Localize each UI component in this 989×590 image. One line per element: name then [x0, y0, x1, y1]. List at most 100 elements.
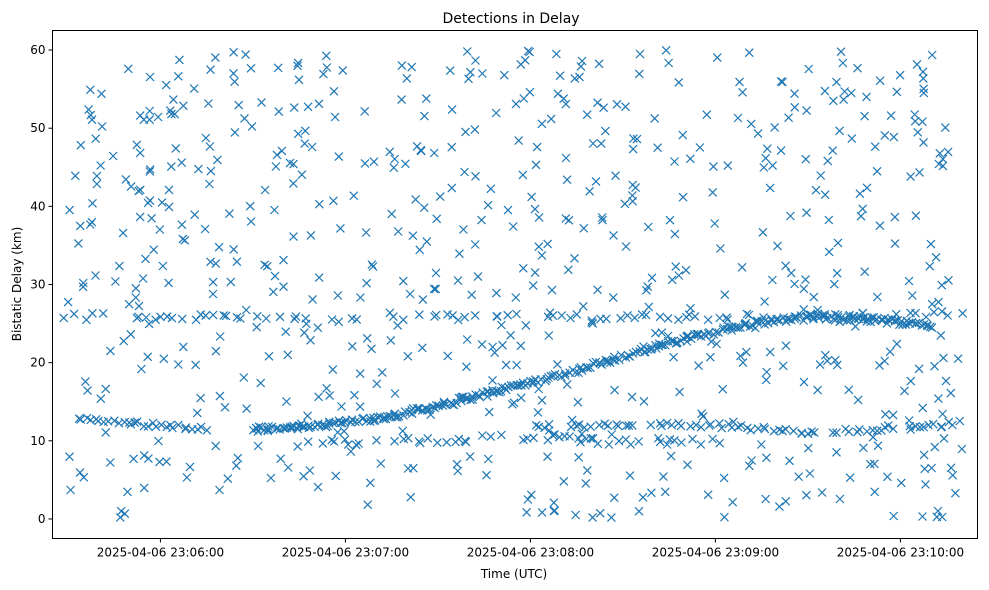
data-point	[333, 427, 343, 437]
data-point	[411, 194, 421, 204]
data-point	[321, 422, 331, 432]
data-point	[571, 510, 581, 520]
y-tick-label: 40	[30, 199, 45, 213]
data-point	[166, 162, 176, 172]
data-point	[177, 220, 187, 230]
data-point	[888, 410, 898, 420]
data-point	[340, 435, 350, 445]
data-point	[647, 273, 657, 283]
data-point	[408, 231, 418, 241]
data-point	[577, 365, 587, 375]
data-point	[685, 154, 695, 164]
data-point	[283, 350, 293, 360]
data-point	[708, 434, 718, 444]
data-point	[638, 492, 648, 502]
data-point	[260, 185, 270, 195]
data-point	[950, 488, 960, 498]
data-point	[349, 191, 359, 201]
data-point	[616, 313, 626, 323]
data-point	[895, 70, 905, 80]
data-point	[398, 426, 408, 436]
data-point	[628, 349, 638, 358]
data-point	[145, 196, 155, 206]
data-point	[387, 209, 397, 219]
data-point	[123, 64, 133, 74]
data-point	[655, 418, 665, 428]
data-point	[361, 228, 371, 237]
data-point	[828, 146, 838, 156]
data-point	[136, 364, 146, 374]
data-point	[778, 77, 787, 87]
data-point	[785, 211, 795, 221]
data-point	[765, 347, 775, 357]
data-point	[662, 418, 672, 428]
data-point	[762, 144, 772, 154]
data-point	[918, 403, 928, 413]
data-point	[781, 341, 791, 351]
data-point	[858, 204, 868, 214]
data-point	[820, 311, 830, 321]
data-point	[431, 268, 441, 278]
data-point	[781, 424, 791, 434]
data-point	[562, 175, 572, 185]
data-point	[577, 429, 587, 439]
data-point	[421, 94, 431, 104]
data-point	[552, 359, 562, 369]
data-point	[904, 276, 914, 286]
data-point	[607, 430, 617, 439]
data-point	[643, 282, 653, 292]
data-point	[537, 119, 547, 129]
data-point	[832, 268, 842, 278]
data-point	[178, 101, 188, 111]
data-point	[719, 512, 729, 522]
data-point	[149, 245, 159, 255]
data-point	[578, 301, 588, 311]
data-point	[453, 315, 463, 325]
data-point	[239, 373, 249, 382]
data-point	[293, 58, 303, 68]
data-point	[471, 171, 480, 181]
data-point	[867, 313, 877, 323]
data-point	[155, 457, 164, 467]
data-point	[386, 335, 396, 345]
data-point	[272, 150, 282, 160]
data-point	[943, 147, 953, 157]
data-point	[627, 392, 637, 402]
data-point	[719, 473, 729, 483]
data-point	[674, 271, 684, 280]
data-point	[696, 422, 706, 432]
data-point	[181, 424, 190, 434]
data-point	[801, 275, 810, 285]
data-point	[454, 249, 464, 259]
data-point	[663, 313, 673, 323]
data-point	[369, 416, 379, 426]
data-point	[626, 440, 636, 449]
data-point	[813, 309, 823, 319]
data-point	[518, 263, 528, 273]
data-point	[914, 364, 924, 374]
data-point	[750, 323, 760, 333]
data-point	[918, 67, 928, 77]
data-point	[108, 151, 118, 161]
data-point	[565, 432, 575, 441]
data-point	[166, 109, 176, 119]
data-point	[247, 122, 257, 131]
data-point	[773, 241, 782, 251]
data-point	[778, 361, 788, 371]
data-point	[593, 439, 603, 449]
data-point	[815, 360, 825, 370]
data-point	[180, 235, 190, 245]
data-point	[816, 171, 826, 180]
data-point	[953, 354, 963, 364]
data-point	[170, 109, 180, 119]
data-point	[526, 490, 536, 500]
data-point	[832, 428, 841, 438]
data-point	[403, 464, 413, 473]
data-point	[674, 77, 684, 87]
data-point	[686, 421, 695, 431]
data-point	[824, 247, 834, 257]
data-point	[712, 53, 722, 63]
x-tick-label: 2025-04-06 23:09:00	[652, 546, 779, 560]
data-point	[628, 180, 638, 190]
data-point	[695, 143, 705, 152]
